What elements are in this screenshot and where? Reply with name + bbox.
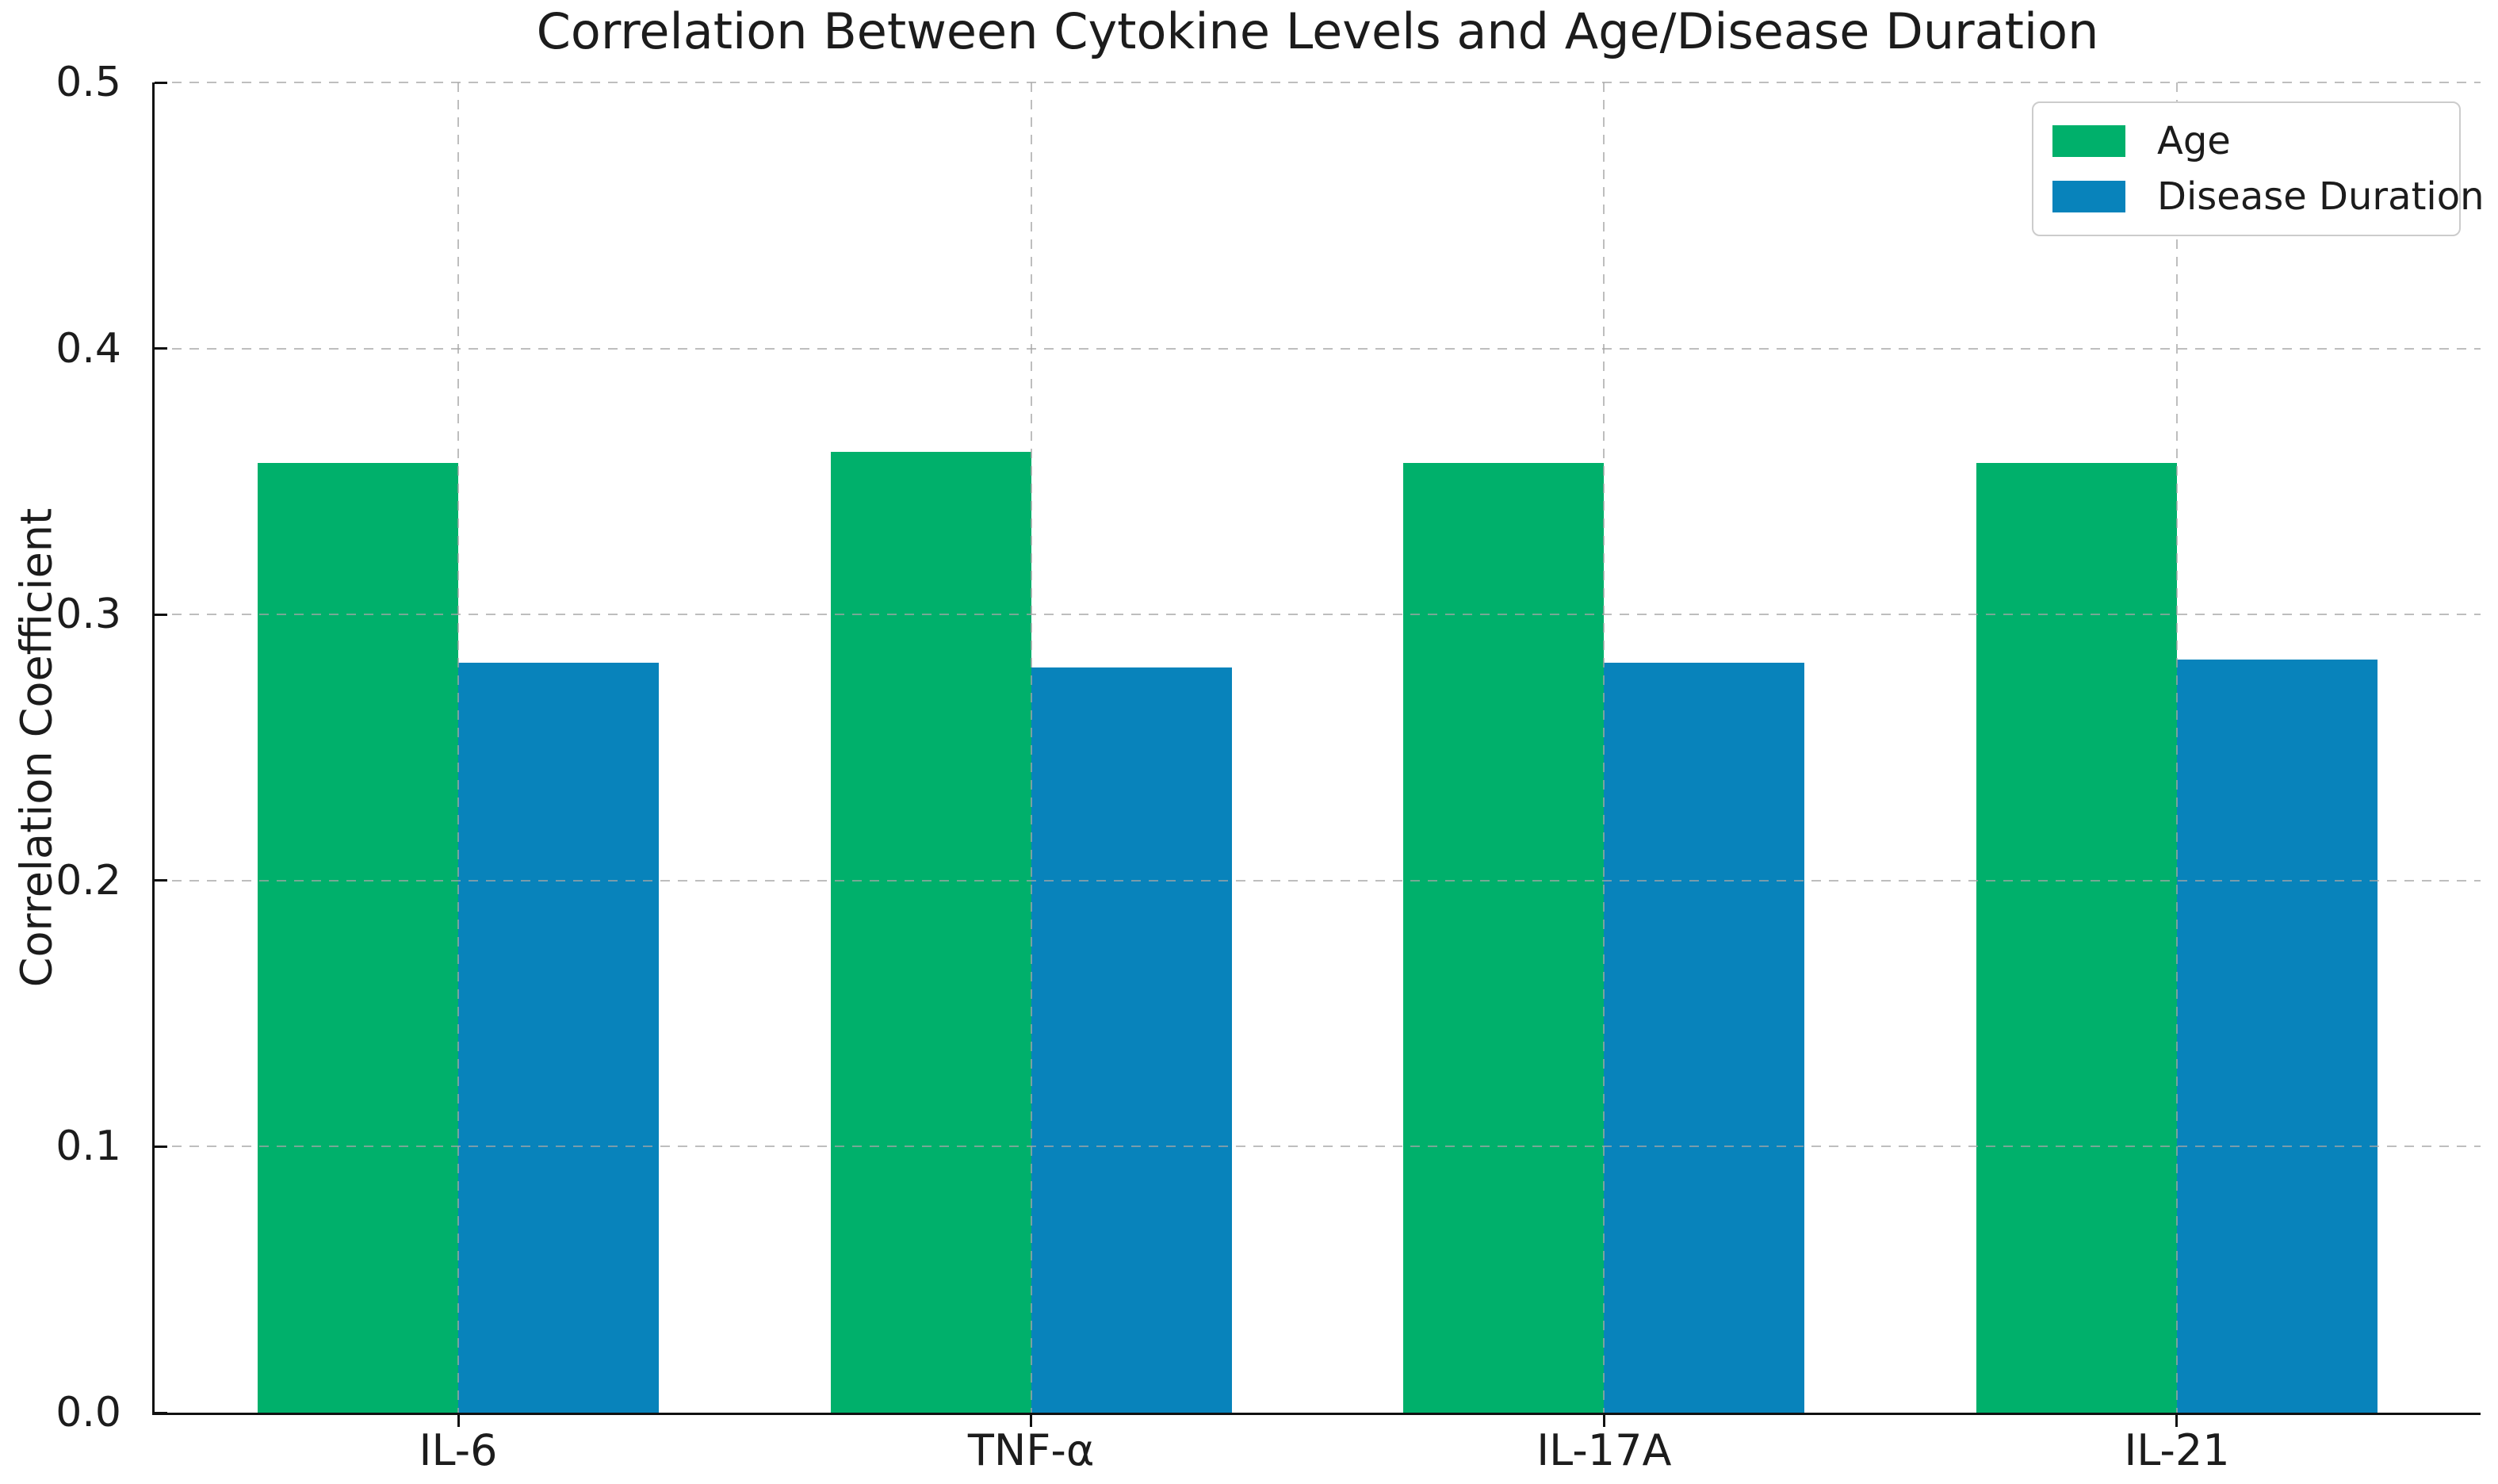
x-tick-label-il-6: IL-6 xyxy=(419,1425,498,1475)
x-tick-tnf xyxy=(1030,1415,1033,1427)
y-gridline-0.4 xyxy=(155,347,2481,350)
y-gridline-0.3 xyxy=(155,614,2481,616)
y-tick-label-0.5: 0.5 xyxy=(55,59,121,106)
bar-disease-duration-il-6 xyxy=(458,662,659,1413)
y-tick-label-0.0: 0.0 xyxy=(55,1389,121,1436)
chart-title: Correlation Between Cytokine Levels and … xyxy=(536,2,2099,60)
x-gridline-il-6 xyxy=(457,82,459,1413)
legend-label-age: Age xyxy=(2157,119,2231,163)
y-tick-0.0 xyxy=(155,1411,167,1414)
bar-age-il-21 xyxy=(1976,462,2177,1413)
x-gridline-il-17a xyxy=(1603,82,1605,1413)
y-tick-label-0.4: 0.4 xyxy=(55,324,121,373)
y-tick-0.2 xyxy=(155,879,167,882)
legend-swatch-disease-duration xyxy=(2052,181,2125,212)
x-tick-il-21 xyxy=(2175,1415,2179,1427)
bar-age-il-6 xyxy=(258,462,458,1413)
y-tick-0.5 xyxy=(155,81,167,84)
plot-area: 0.0 0.1 0.2 0.3 0.4 0.5 IL-6 TNF-α IL-17A IL-21 xyxy=(55,59,2481,1474)
x-tick-label-tnf: TNF-α xyxy=(967,1425,1095,1475)
legend: Age Disease Duration xyxy=(2032,101,2485,236)
legend-label-disease-duration: Disease Duration xyxy=(2157,174,2485,219)
x-tick-il-6 xyxy=(457,1415,460,1427)
bar-age-tnf xyxy=(830,452,1031,1413)
bar-disease-duration-il-17a xyxy=(1604,662,1805,1413)
bar-age-il-17a xyxy=(1403,462,1605,1413)
x-tick-label-il-17a: IL-17A xyxy=(1536,1425,1672,1475)
y-tick-label-0.1: 0.1 xyxy=(55,1123,121,1171)
y-tick-0.4 xyxy=(155,347,167,350)
legend-item-disease-duration: Disease Duration xyxy=(2052,174,2485,219)
x-gridline-tnf xyxy=(1030,82,1032,1413)
legend-swatch-age xyxy=(2052,125,2125,157)
y-axis-label: Correlation Coefficient xyxy=(11,507,62,988)
legend-item-age: Age xyxy=(2052,119,2440,163)
bar-disease-duration-il-21 xyxy=(2176,660,2377,1413)
x-tick-il-17a xyxy=(1602,1415,1605,1427)
x-gridline-il-21 xyxy=(2175,82,2178,1413)
y-tick-0.3 xyxy=(155,613,167,616)
bar-disease-duration-tnf xyxy=(1031,667,1232,1413)
y-gridline-0.5 xyxy=(155,82,2481,83)
y-tick-label-0.3: 0.3 xyxy=(55,591,121,639)
x-tick-label-il-21: IL-21 xyxy=(2124,1425,2230,1475)
y-tick-0.1 xyxy=(155,1145,167,1148)
y-gridline-0.1 xyxy=(155,1146,2481,1148)
y-gridline-0.2 xyxy=(155,879,2481,882)
y-tick-label-0.2: 0.2 xyxy=(55,856,121,905)
